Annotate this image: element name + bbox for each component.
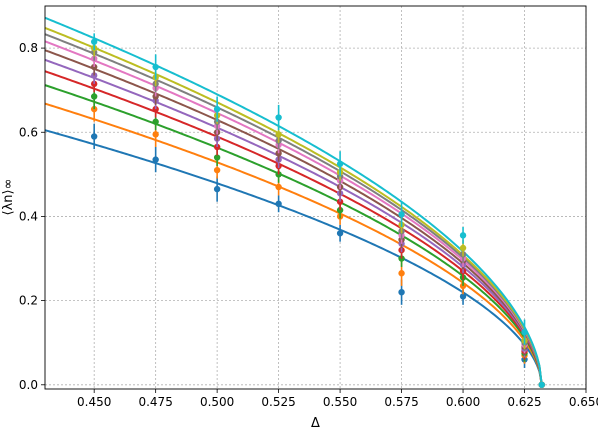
fit-curve-series-4 [44,70,543,385]
data-point [521,328,528,336]
data-points [90,33,545,388]
x-tick-label: 0.625 [507,395,541,409]
fit-curve-series-1 [44,129,543,385]
fit-curve-series-9 [44,26,543,385]
data-point [538,381,545,388]
y-axis-label: ⟨λn⟩∞ [1,179,16,216]
y-tick-label: 0.2 [19,294,38,308]
data-point [213,105,221,113]
x-tick-label: 0.475 [138,395,172,409]
data-point [275,131,282,138]
data-point [275,183,282,191]
data-point [213,154,221,161]
fit-curve-series-7 [44,40,543,385]
data-point [398,270,405,277]
data-point [90,133,98,140]
fit-curves [44,16,543,385]
data-point [90,38,98,45]
x-tick-label: 0.450 [77,395,111,409]
y-tick-label: 0.4 [19,209,38,223]
data-point [213,166,221,174]
data-point [336,230,344,237]
data-point [398,288,405,296]
data-point [275,114,282,121]
axis-ticks: 0.450 0.475 0.500 0.525 0.550 0.575 0.600 0.625… [19,41,598,409]
data-point [275,200,282,208]
data-point [152,131,159,138]
plot-frame [44,5,587,390]
fit-curve-series-5 [44,58,543,385]
data-point [152,156,159,163]
y-tick-label: 0.0 [19,378,38,392]
y-tick-label: 0.8 [19,41,38,55]
plot-background [45,6,586,389]
x-axis-label: Δ [311,416,320,431]
data-point [213,185,221,193]
fit-curve-series-8 [44,33,543,385]
data-point [398,211,405,218]
fit-curve-series-2 [44,102,543,385]
data-point [152,63,159,71]
x-tick-label: 0.600 [446,395,480,409]
x-tick-label: 0.500 [200,395,234,409]
data-point [459,244,467,252]
x-tick-label: 0.575 [384,395,418,409]
fit-curve-series-10 [44,16,543,385]
fit-curve-series-3 [44,84,543,385]
x-tick-label: 0.525 [261,395,295,409]
data-point [152,118,159,125]
y-tick-label: 0.6 [19,125,38,139]
data-point [90,93,98,100]
data-point [459,293,467,300]
data-point [336,160,344,168]
x-tick-label: 0.650 [569,395,598,409]
fit-curve-series-6 [44,49,543,385]
x-tick-label: 0.550 [323,395,357,409]
data-point [459,232,467,239]
